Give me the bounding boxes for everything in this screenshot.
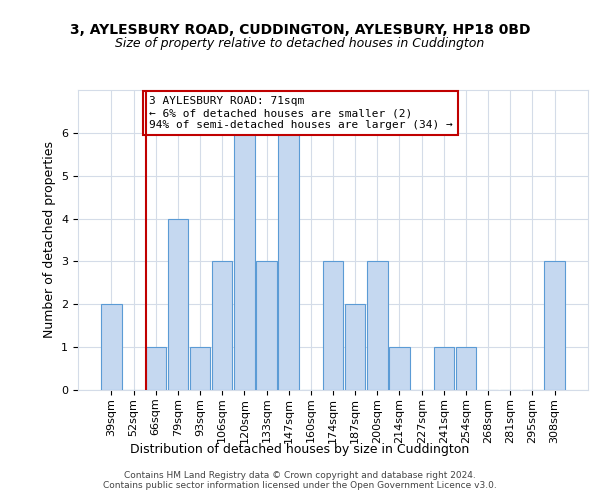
Bar xyxy=(278,133,299,390)
Text: 3 AYLESBURY ROAD: 71sqm
← 6% of detached houses are smaller (2)
94% of semi-deta: 3 AYLESBURY ROAD: 71sqm ← 6% of detached… xyxy=(149,96,453,130)
Bar xyxy=(544,262,565,390)
Y-axis label: Number of detached properties: Number of detached properties xyxy=(43,142,56,338)
Bar xyxy=(101,304,122,390)
Bar xyxy=(234,133,254,390)
Bar xyxy=(212,262,232,390)
Bar xyxy=(167,218,188,390)
Bar xyxy=(389,347,410,390)
Bar xyxy=(323,262,343,390)
Text: Distribution of detached houses by size in Cuddington: Distribution of detached houses by size … xyxy=(130,442,470,456)
Bar xyxy=(146,347,166,390)
Bar xyxy=(367,262,388,390)
Text: Size of property relative to detached houses in Cuddington: Size of property relative to detached ho… xyxy=(115,38,485,51)
Bar xyxy=(345,304,365,390)
Bar xyxy=(190,347,210,390)
Bar xyxy=(456,347,476,390)
Text: Contains HM Land Registry data © Crown copyright and database right 2024.
Contai: Contains HM Land Registry data © Crown c… xyxy=(103,470,497,490)
Bar xyxy=(256,262,277,390)
Text: 3, AYLESBURY ROAD, CUDDINGTON, AYLESBURY, HP18 0BD: 3, AYLESBURY ROAD, CUDDINGTON, AYLESBURY… xyxy=(70,22,530,36)
Bar xyxy=(434,347,454,390)
